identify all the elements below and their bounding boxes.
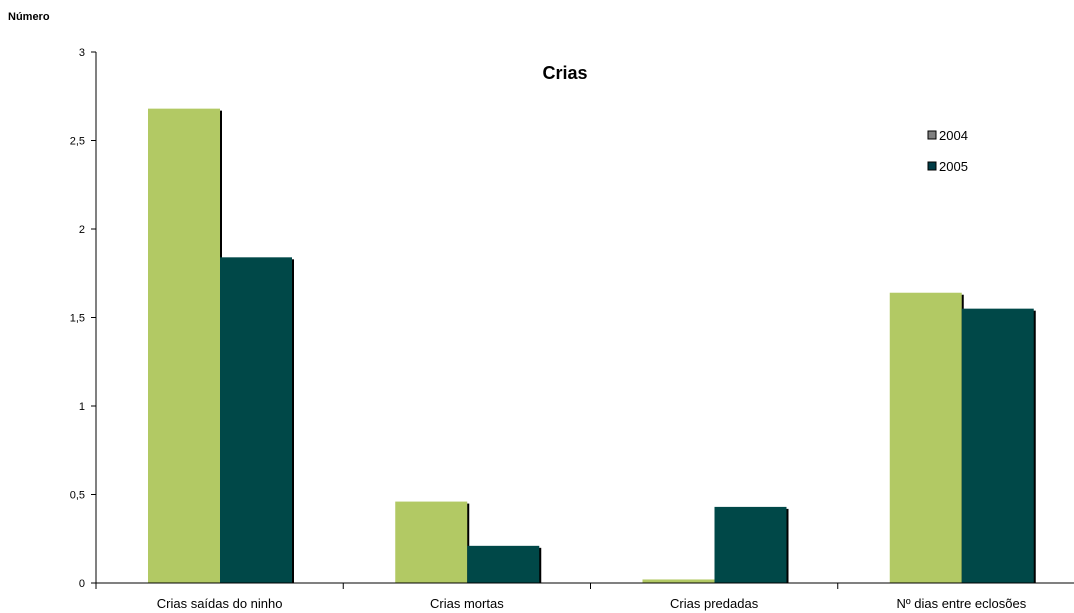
legend-label-2005: 2005 xyxy=(939,159,968,174)
bar-2004-2 xyxy=(642,579,715,583)
legend-swatch-2004 xyxy=(927,130,937,140)
bar-shadow xyxy=(785,508,789,583)
x-category-label: Nº dias entre eclosões xyxy=(896,596,1026,611)
bar-shadow xyxy=(291,259,294,583)
bar-shadow xyxy=(1032,310,1036,583)
bar-2004-0 xyxy=(148,108,220,583)
bars-group xyxy=(148,108,1036,583)
y-tick-label: 3 xyxy=(79,47,85,59)
bar-2005-2 xyxy=(714,506,787,583)
legend-label-2004: 2004 xyxy=(939,128,968,143)
bar-2005-0 xyxy=(220,257,292,583)
y-tick-label: 0 xyxy=(79,578,85,590)
bar-2005-3 xyxy=(961,308,1034,583)
chart-title: Crias xyxy=(542,63,587,83)
bar-shadow xyxy=(466,503,470,583)
x-category-label: Crias predadas xyxy=(670,596,759,611)
bar-shadow xyxy=(538,547,542,583)
legend-swatch-2005 xyxy=(927,161,937,171)
x-category-label: Crias mortas xyxy=(430,596,504,611)
x-category-label: Crias saídas do ninho xyxy=(157,596,283,611)
y-tick-label: 2 xyxy=(79,224,85,236)
y-ticks-group: 0 0,5 1 1,5 2 2,5 3 xyxy=(70,47,96,590)
bar-2005-1 xyxy=(467,545,540,583)
y-tick-label: 0,5 xyxy=(70,490,85,502)
bar-2004-3 xyxy=(889,292,962,583)
y-tick-label: 2,5 xyxy=(70,136,85,148)
legend: 2004 2005 xyxy=(927,128,968,174)
x-ticks-group: Crias saídas do ninho Crias mortas Crias p… xyxy=(95,583,1027,611)
y-tick-label: 1 xyxy=(79,401,85,413)
y-tick-label: 1,5 xyxy=(70,313,85,325)
y-axis-label: Número xyxy=(8,11,50,23)
bar-2004-1 xyxy=(395,501,468,583)
